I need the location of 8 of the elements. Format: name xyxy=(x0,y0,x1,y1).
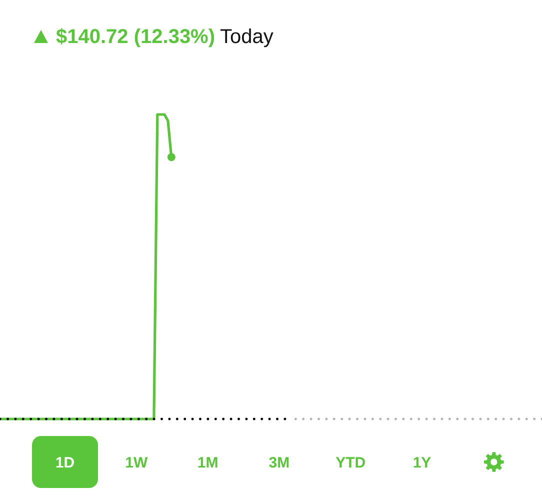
text: 1M xyxy=(197,454,218,472)
text: YTD xyxy=(336,454,366,472)
text: 1W xyxy=(125,454,148,472)
text: 1D xyxy=(55,454,75,472)
text: 3M xyxy=(268,454,290,472)
text: 1Y xyxy=(412,454,432,472)
text: Today xyxy=(220,26,274,48)
text: $140.72 (12.33%) xyxy=(56,26,216,48)
